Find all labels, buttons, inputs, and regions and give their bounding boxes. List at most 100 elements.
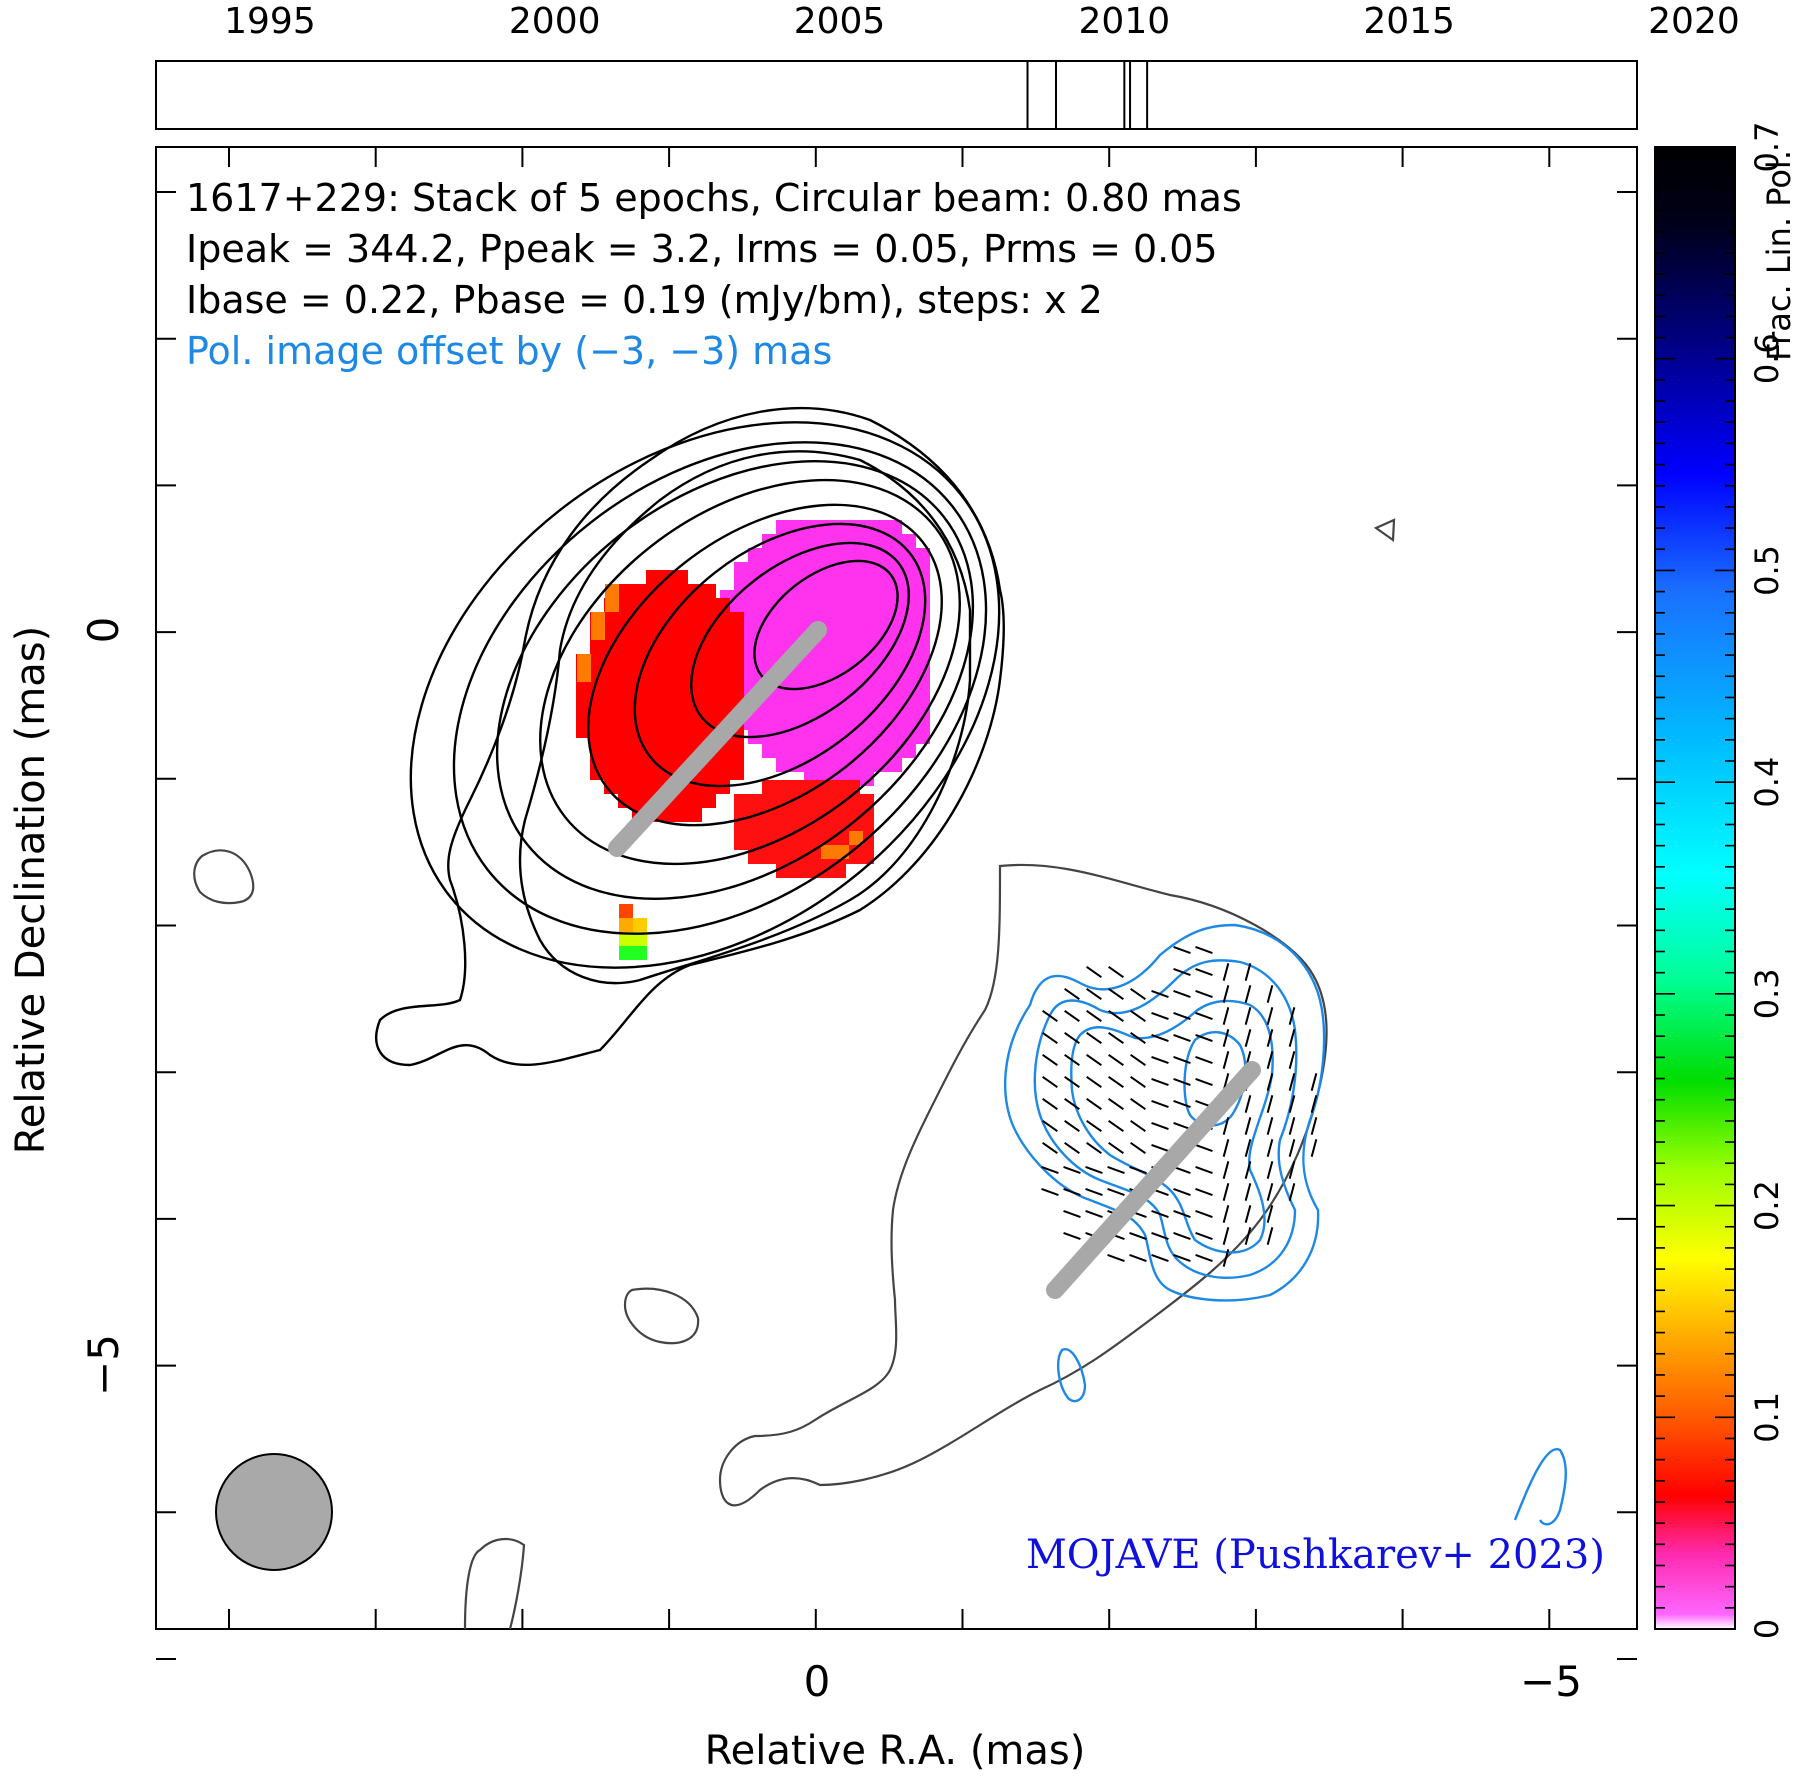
evpa-tick <box>1173 967 1191 977</box>
evpa-tick <box>1222 1183 1230 1201</box>
fpol-pixel <box>818 794 832 808</box>
fpol-pixel <box>716 640 730 654</box>
evpa-tick <box>1130 1142 1146 1154</box>
fpol-pixel <box>832 576 846 590</box>
fpol-pixel <box>860 730 874 744</box>
colorbar-tick-label: 0 <box>1748 1619 1786 1639</box>
fpol-pixel <box>660 584 674 598</box>
fpol-pixel <box>776 548 790 562</box>
fpol-pixel <box>860 660 874 674</box>
fpol-pixel <box>849 831 863 845</box>
evpa-tick <box>1288 1117 1296 1135</box>
evpa-tick <box>1151 1231 1169 1241</box>
evpa-tick <box>1151 1253 1169 1263</box>
fpol-pixel <box>674 668 688 682</box>
fpol-pixel <box>846 758 860 772</box>
evpa-ticks <box>1041 945 1318 1267</box>
fpol-pixel <box>730 738 744 752</box>
fpol-pixel <box>874 758 888 772</box>
fpol-pixel <box>888 562 902 576</box>
y-axis-label: Relative Declination (mas) <box>8 626 54 1154</box>
annotation-line-2: Ipeak = 344.2, Ppeak = 3.2, Irms = 0.05,… <box>186 227 1218 271</box>
fpol-pixel <box>818 822 832 836</box>
evpa-tick <box>1244 1227 1252 1245</box>
evpa-tick <box>1086 1076 1102 1088</box>
fpol-pixel <box>674 682 688 696</box>
fpol-pixel <box>874 674 888 688</box>
evpa-tick <box>1195 1209 1213 1219</box>
fpol-pixel <box>660 626 674 640</box>
evpa-tick <box>1108 1032 1124 1044</box>
fpol-pixel <box>832 590 846 604</box>
fpol-pixel <box>790 836 804 850</box>
fpol-pixel <box>860 808 874 822</box>
fpol-pixel <box>577 654 591 668</box>
fpol-pixel <box>576 682 590 696</box>
fpol-pixel <box>804 576 818 590</box>
fpol-pixel <box>688 668 702 682</box>
fpol-pixel <box>818 548 832 562</box>
fpol-pixel <box>776 702 790 716</box>
evpa-tick <box>1085 1187 1103 1197</box>
fpol-pixel <box>646 780 660 794</box>
fpol-pixel <box>660 682 674 696</box>
fpol-pixel <box>902 744 916 758</box>
timeline-tick-label: 2005 <box>794 1 886 42</box>
fpol-pixel <box>734 822 748 836</box>
evpa-tick <box>1151 1011 1169 1021</box>
fpol-pixel <box>888 702 902 716</box>
fpol-pixel <box>618 752 632 766</box>
credit-text: MOJAVE (Pushkarev+ 2023) <box>1026 1532 1605 1578</box>
evpa-tick <box>1108 1120 1124 1132</box>
evpa-tick <box>1129 1165 1147 1175</box>
fpol-pixel <box>618 780 632 794</box>
fpol-pixel <box>762 590 776 604</box>
fpol-pixel <box>632 780 646 794</box>
total-intensity-contour <box>753 559 899 691</box>
x-axis-label: Relative R.A. (mas) <box>705 1728 1086 1774</box>
fpol-pixel <box>832 604 846 618</box>
fpol-pixel <box>748 822 762 836</box>
fpol-pixel <box>660 598 674 612</box>
fpol-pixel <box>646 668 660 682</box>
fpol-pixel <box>832 744 846 758</box>
fpol-pixel <box>646 710 660 724</box>
fpol-pixel <box>577 668 591 682</box>
fpol-pixel <box>618 766 632 780</box>
fpol-pixel <box>846 618 860 632</box>
fpol-pixel <box>776 520 790 534</box>
fpol-pixel <box>716 626 730 640</box>
fpol-pixel <box>860 576 874 590</box>
fpol-pixel <box>674 654 688 668</box>
fpol-pixel <box>902 632 916 646</box>
evpa-tick <box>1173 989 1191 999</box>
fpol-pixel <box>832 808 846 822</box>
fpol-pixel <box>590 696 604 710</box>
fpol-pixel <box>762 794 776 808</box>
evpa-tick <box>1108 988 1124 1000</box>
fpol-pixel <box>860 716 874 730</box>
fpol-pixel <box>860 688 874 702</box>
fpol-pixel <box>618 598 632 612</box>
fpol-pixel <box>762 618 776 632</box>
total-intensity-contours <box>375 406 1005 1067</box>
evpa-tick <box>1288 1095 1296 1113</box>
fpol-pixel <box>790 688 804 702</box>
evpa-tick <box>1063 1209 1081 1219</box>
fpol-pixel <box>790 534 804 548</box>
evpa-tick <box>1173 1077 1191 1087</box>
fpol-pixel <box>604 626 618 640</box>
fpol-pixel <box>762 744 776 758</box>
pol-contour-2 <box>1033 959 1298 1279</box>
fpol-pixel <box>832 548 846 562</box>
evpa-tick <box>1222 1117 1230 1135</box>
fpol-pixel <box>619 946 633 960</box>
evpa-tick <box>1222 1007 1230 1025</box>
fpol-pixel <box>916 548 930 562</box>
evpa-tick <box>1107 1253 1125 1263</box>
fpol-pixel <box>790 744 804 758</box>
fpol-pixel <box>632 612 646 626</box>
fpol-pixel <box>730 612 744 626</box>
fpol-pixel <box>902 716 916 730</box>
fpol-pixel <box>716 612 730 626</box>
